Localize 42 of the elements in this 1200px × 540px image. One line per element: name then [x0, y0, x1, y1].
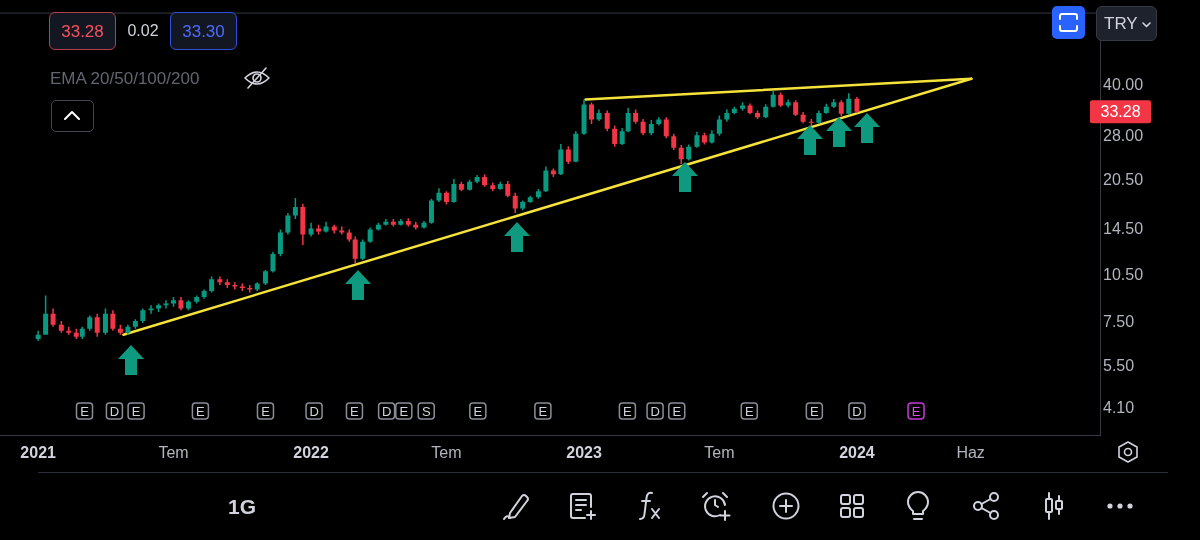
sell-price-button: 33.28	[49, 12, 116, 50]
annotation: D	[109, 403, 120, 419]
y-tick-label: 7.50	[1103, 313, 1135, 331]
annotation: E	[261, 403, 271, 419]
y-tick-label: 5.50	[1103, 357, 1135, 375]
y-tick-label: 28.00	[1103, 126, 1144, 144]
x-tick-label: 2021	[20, 444, 57, 462]
y-tick-label: 4.10	[1103, 398, 1135, 416]
annotation: E	[744, 403, 754, 419]
buy-price-button: 33.30	[170, 12, 237, 50]
currency-dropdown: TRY	[1096, 6, 1157, 41]
x-tick-label: Tem	[704, 444, 735, 462]
annotation: E	[810, 403, 820, 419]
x-tick-label: Haz	[956, 444, 985, 462]
annotation: EMA 20/50/100/200	[50, 67, 201, 90]
annotation: E	[538, 403, 548, 419]
annotation: E	[672, 403, 682, 419]
annotation: D	[381, 403, 392, 419]
annotation: E	[473, 403, 483, 419]
text: 1G	[228, 493, 257, 520]
annotation: 33.28	[1100, 103, 1141, 121]
annotation: E	[80, 403, 90, 419]
annotation: 0.02	[126, 21, 160, 41]
y-tick-label: 10.50	[1103, 265, 1144, 283]
y-tick-label: 40.00	[1103, 76, 1144, 94]
annotation: S	[421, 403, 431, 419]
x-tick-label: 2022	[293, 444, 329, 462]
x-tick-label: Tem	[158, 444, 189, 462]
x-tick-label: Tem	[431, 444, 462, 462]
annotation: E	[196, 403, 206, 419]
y-tick-label: 20.50	[1103, 170, 1144, 188]
annotation: D	[852, 403, 862, 419]
annotation: E	[623, 403, 633, 419]
y-tick-label: 14.50	[1103, 219, 1144, 237]
x-tick-label: 2023	[566, 444, 602, 462]
annotation: D	[309, 403, 319, 419]
annotation: E	[399, 403, 409, 419]
annotation: E	[131, 403, 141, 419]
annotation: E	[911, 403, 921, 419]
annotation: E	[350, 403, 360, 419]
x-tick-label: 2024	[839, 444, 875, 462]
annotation: D	[650, 403, 660, 419]
